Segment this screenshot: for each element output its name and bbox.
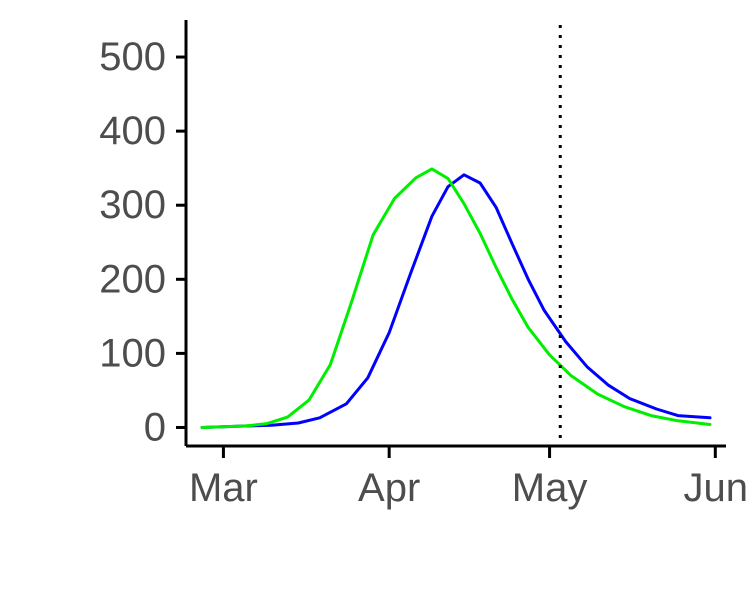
series-line-2 xyxy=(200,167,712,429)
series-line-1 xyxy=(200,173,712,429)
x-tick-label: Apr xyxy=(358,466,420,510)
x-tick-label: Mar xyxy=(189,466,258,510)
y-tick-label: 0 xyxy=(144,405,166,449)
y-ticks: 0 100 200 300 400 500 xyxy=(99,35,186,449)
axes xyxy=(184,20,726,448)
x-ticks: Mar Apr May Jun xyxy=(189,446,748,510)
y-tick-label: 100 xyxy=(99,331,166,375)
y-tick-label: 400 xyxy=(99,109,166,153)
y-tick-label: 200 xyxy=(99,257,166,301)
series-layer xyxy=(200,167,712,429)
y-tick-label: 500 xyxy=(99,35,166,79)
x-tick-label: Jun xyxy=(684,466,749,510)
y-tick-label: 300 xyxy=(99,183,166,227)
x-tick-label: May xyxy=(512,466,588,510)
